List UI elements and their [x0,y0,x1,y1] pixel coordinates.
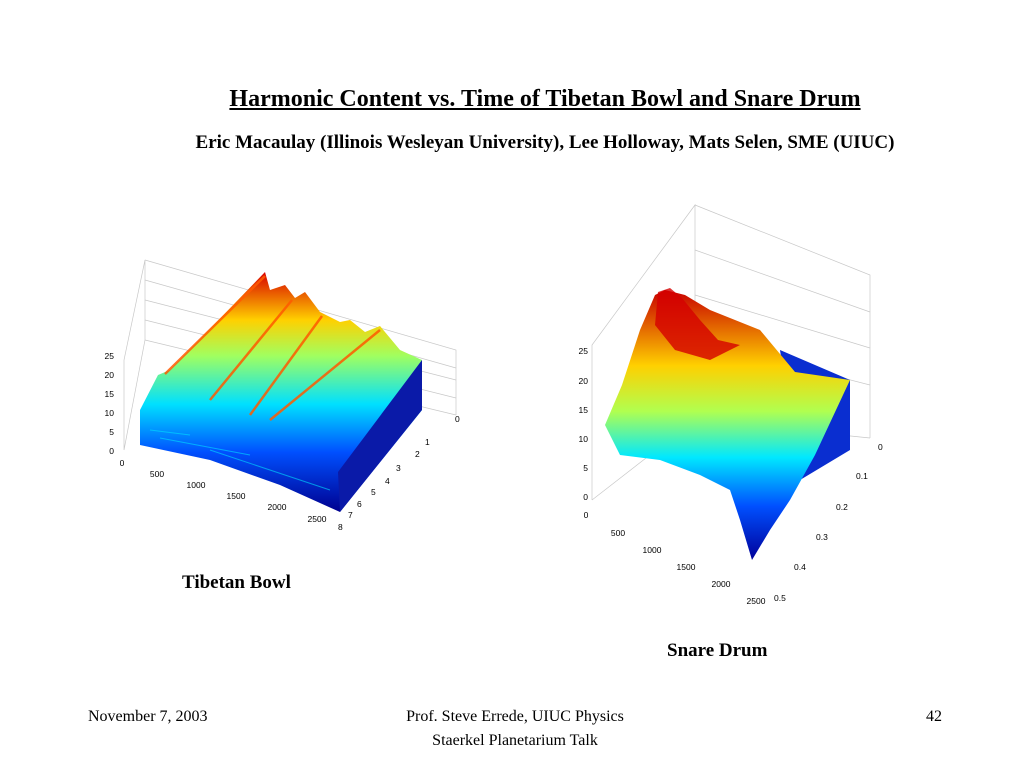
bowl-x-ticks: 0 500 1000 1500 2000 2500 [120,458,327,524]
slide-title: Harmonic Content vs. Time of Tibetan Bow… [229,86,861,112]
x-tick: 2000 [712,579,731,589]
y-tick: 0 [878,442,883,452]
y-tick: 0.5 [774,593,786,603]
x-tick: 1500 [227,491,246,501]
y-tick: 0.4 [794,562,806,572]
y-tick: 4 [385,476,390,486]
snare-drum-caption: Snare Drum [667,640,768,661]
drum-x-ticks: 0 500 1000 1500 2000 2500 [584,510,766,606]
y-tick: 0.3 [816,532,828,542]
drum-y-ticks: 0 0.1 0.2 0.3 0.4 0.5 [774,442,883,603]
x-tick: 2500 [308,514,327,524]
z-tick: 25 [105,351,115,361]
slide-subtitle: Eric Macaulay (Illinois Wesleyan Univers… [195,132,895,153]
tibetan-bowl-caption: Tibetan Bowl [182,572,291,593]
x-tick: 1000 [643,545,662,555]
x-tick: 2000 [268,502,287,512]
x-tick: 0 [584,510,589,520]
tibetan-bowl-surface-plot: 25 20 15 10 5 0 0 500 1000 1500 2000 250… [100,250,460,532]
x-tick: 1000 [187,480,206,490]
drum-z-ticks: 25 20 15 10 5 0 [579,346,589,502]
z-tick: 0 [109,446,114,456]
footer-author: Prof. Steve Errede, UIUC Physics [406,708,624,725]
snare-drum-surface-plot: 25 20 15 10 5 0 0 500 1000 1500 2000 250… [560,200,890,610]
z-tick: 10 [579,434,589,444]
x-tick: 500 [150,469,164,479]
y-tick: 0 [455,414,460,424]
y-tick: 6 [357,499,362,509]
z-tick: 15 [105,389,115,399]
y-tick: 8 [338,522,343,532]
footer-date: November 7, 2003 [88,708,208,725]
y-tick: 0.1 [856,471,868,481]
drum-surface [605,288,850,560]
y-tick: 0.2 [836,502,848,512]
y-tick: 1 [425,437,430,447]
bowl-z-ticks: 25 20 15 10 5 0 [105,351,115,456]
x-tick: 500 [611,528,625,538]
z-tick: 5 [583,463,588,473]
y-tick: 5 [371,487,376,497]
z-tick: 15 [579,405,589,415]
y-tick: 7 [348,510,353,520]
z-tick: 20 [105,370,115,380]
y-tick: 3 [396,463,401,473]
y-tick: 2 [415,449,420,459]
page-number: 42 [926,708,942,725]
z-tick: 25 [579,346,589,356]
z-tick: 20 [579,376,589,386]
x-tick: 2500 [747,596,766,606]
z-tick: 10 [105,408,115,418]
footer-event: Staerkel Planetarium Talk [432,732,598,749]
bowl-y-ticks: 0 1 2 3 4 5 6 7 8 [338,414,460,532]
bowl-surface [140,272,422,512]
z-tick: 5 [109,427,114,437]
x-tick: 1500 [677,562,696,572]
x-tick: 0 [120,458,125,468]
z-tick: 0 [583,492,588,502]
